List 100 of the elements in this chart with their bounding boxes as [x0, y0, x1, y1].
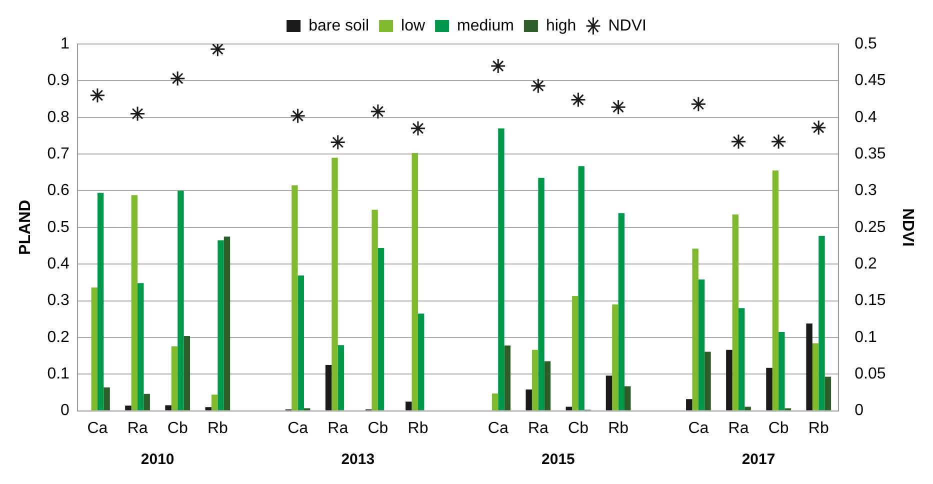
bar [612, 304, 618, 410]
bar [298, 275, 304, 410]
bar [165, 405, 172, 410]
bar [732, 214, 738, 410]
bar [178, 190, 184, 410]
bar [332, 158, 338, 410]
point [690, 96, 706, 112]
bar [211, 394, 218, 410]
bar [572, 296, 578, 410]
bar [526, 390, 532, 410]
bar [778, 332, 785, 410]
bar [766, 368, 772, 410]
y-tick-label: 0.3 [47, 292, 70, 310]
point [210, 44, 226, 57]
y2-tick-label: 0.05 [854, 366, 886, 383]
bar [338, 345, 344, 410]
point [570, 92, 586, 108]
x-tick-label: Ca [688, 420, 709, 437]
bar [704, 352, 711, 410]
point [170, 70, 186, 86]
bar [726, 350, 732, 410]
bar [406, 402, 412, 410]
x-tick-label: Rb [808, 420, 829, 437]
point [330, 134, 346, 150]
bar [818, 236, 825, 410]
y-tick-label: 0 [60, 402, 70, 420]
bar [812, 343, 819, 410]
text: 2017 [742, 451, 776, 468]
bar [125, 406, 132, 410]
y-tick-label: 0.9 [47, 72, 70, 90]
bar [138, 283, 144, 410]
bar [544, 361, 551, 410]
y2-tick-label: 0.4 [854, 108, 878, 126]
bar [606, 376, 612, 410]
y2-tick-label: 0.5 [854, 35, 878, 52]
bar [131, 195, 138, 410]
x-tick-label: Rb [408, 420, 428, 437]
bar [578, 166, 584, 410]
bar [184, 336, 190, 410]
bar [566, 406, 572, 410]
y-tick-label: 0.6 [47, 182, 70, 200]
y-tick-label: 0.1 [47, 366, 70, 383]
bar [772, 170, 779, 410]
bar [224, 236, 230, 410]
x-tick-label: Ra [127, 420, 148, 437]
point [610, 99, 626, 115]
point [90, 88, 106, 104]
y-tick-label: 0.2 [47, 328, 70, 346]
x-tick-label: Ra [328, 420, 348, 437]
y-tick-label: 1 [60, 35, 70, 52]
bar [292, 185, 298, 410]
y2-tick-label: 0.45 [854, 72, 886, 90]
point [370, 104, 386, 120]
x-tick-label: Rb [608, 420, 629, 437]
point [530, 78, 546, 94]
bar [412, 152, 418, 410]
x-tick-label: Ra [528, 420, 549, 437]
bar [532, 350, 538, 410]
y2-axis-title: NDVI [898, 208, 916, 247]
x-tick-label: Ca [488, 420, 508, 437]
y2-tick-label: 0.1 [854, 328, 878, 346]
bar [698, 279, 705, 410]
point [770, 134, 786, 150]
legend-label: NDVI [608, 17, 646, 34]
bar [171, 346, 178, 410]
bar [91, 288, 98, 410]
x-tick-label: Cb [368, 420, 388, 437]
x-tick-label: Ca [288, 420, 308, 437]
bar [492, 394, 498, 410]
y2-tick-label: 0.15 [854, 292, 886, 310]
bar [538, 178, 544, 410]
bar [378, 248, 384, 410]
text: 2013 [341, 451, 375, 468]
y2-tick-label: 0.25 [854, 218, 886, 236]
y-tick-label: 0.8 [47, 108, 70, 126]
bar [824, 376, 832, 410]
y-axis-title: PLAND [17, 200, 34, 255]
point [410, 120, 426, 136]
x-tick-label: Rb [207, 420, 228, 437]
y2-tick-label: 0.3 [854, 182, 878, 200]
bar [418, 314, 424, 410]
y2-tick-label: 0.35 [854, 145, 886, 162]
y-tick-label: 0.4 [47, 255, 70, 272]
bar [744, 406, 751, 410]
point [810, 120, 826, 136]
x-tick-label: Cb [768, 420, 789, 437]
bar [372, 210, 378, 410]
bar [97, 192, 104, 410]
legend-label: low [401, 17, 426, 34]
bar [144, 394, 150, 410]
bar [504, 346, 511, 410]
x-tick-label: Ca [87, 420, 108, 437]
bar [104, 387, 110, 410]
bar [686, 399, 692, 410]
point [730, 134, 746, 150]
bar [692, 248, 698, 410]
bar [205, 407, 212, 410]
point [490, 58, 506, 74]
bar [218, 240, 224, 410]
point [290, 108, 306, 124]
